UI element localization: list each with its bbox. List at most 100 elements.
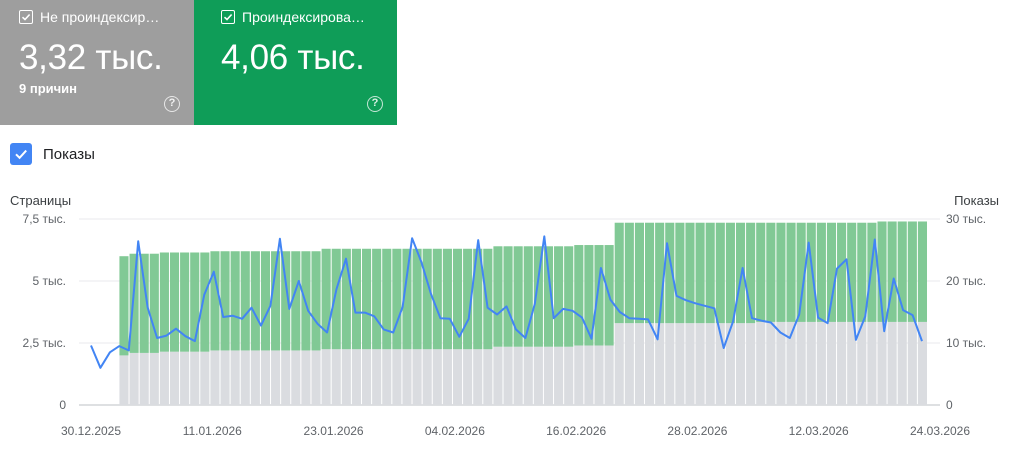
bar-not-indexed[interactable]	[887, 321, 897, 405]
bar-not-indexed[interactable]	[837, 321, 847, 405]
bar-indexed[interactable]	[574, 245, 584, 346]
bar-indexed[interactable]	[220, 251, 230, 351]
bar-indexed[interactable]	[129, 253, 139, 353]
bar-indexed[interactable]	[503, 246, 513, 347]
bar-indexed[interactable]	[624, 222, 634, 324]
bar-indexed[interactable]	[877, 221, 887, 322]
bar-not-indexed[interactable]	[281, 350, 291, 405]
bar-indexed[interactable]	[291, 251, 301, 351]
bar-indexed[interactable]	[543, 246, 554, 347]
bar-indexed[interactable]	[564, 246, 574, 347]
bar-not-indexed[interactable]	[816, 321, 826, 405]
bar-indexed[interactable]	[432, 248, 442, 350]
bar-not-indexed[interactable]	[877, 321, 887, 405]
bar-not-indexed[interactable]	[513, 346, 523, 405]
bar-indexed[interactable]	[159, 252, 169, 352]
bar-indexed[interactable]	[695, 222, 705, 324]
bar-not-indexed[interactable]	[746, 323, 756, 405]
not-indexed-card[interactable]: Не проиндексир… 3,32 тыс. 9 причин ?	[0, 0, 194, 125]
bar-indexed[interactable]	[594, 245, 604, 346]
bar-indexed[interactable]	[867, 222, 877, 322]
bar-indexed[interactable]	[756, 222, 766, 322]
bar-indexed[interactable]	[240, 251, 250, 351]
bar-not-indexed[interactable]	[584, 345, 594, 405]
bar-not-indexed[interactable]	[220, 350, 230, 405]
bar-not-indexed[interactable]	[715, 323, 725, 405]
bar-not-indexed[interactable]	[260, 350, 271, 405]
bar-indexed[interactable]	[766, 222, 776, 322]
bar-indexed[interactable]	[907, 221, 917, 322]
bar-not-indexed[interactable]	[311, 350, 321, 405]
bar-indexed[interactable]	[382, 248, 392, 350]
bar-indexed[interactable]	[816, 222, 826, 322]
bar-indexed[interactable]	[655, 222, 665, 324]
bar-not-indexed[interactable]	[412, 349, 422, 405]
bar-not-indexed[interactable]	[301, 350, 311, 405]
bar-not-indexed[interactable]	[867, 321, 877, 405]
bar-indexed[interactable]	[806, 222, 816, 322]
bar-indexed[interactable]	[271, 251, 281, 351]
bar-not-indexed[interactable]	[341, 349, 351, 405]
bar-not-indexed[interactable]	[119, 355, 129, 405]
checkbox-checked-icon[interactable]	[10, 143, 32, 165]
bar-not-indexed[interactable]	[139, 352, 149, 405]
bar-not-indexed[interactable]	[291, 350, 301, 405]
bar-not-indexed[interactable]	[483, 349, 493, 405]
bar-indexed[interactable]	[796, 222, 806, 322]
bar-not-indexed[interactable]	[786, 321, 796, 405]
bar-not-indexed[interactable]	[533, 346, 543, 405]
help-icon[interactable]: ?	[164, 96, 180, 112]
bar-not-indexed[interactable]	[473, 349, 483, 405]
bar-not-indexed[interactable]	[321, 349, 331, 405]
bar-indexed[interactable]	[675, 222, 685, 324]
bar-not-indexed[interactable]	[907, 321, 917, 405]
bar-indexed[interactable]	[190, 252, 200, 352]
bar-not-indexed[interactable]	[180, 351, 190, 405]
bar-indexed[interactable]	[887, 221, 897, 322]
bar-not-indexed[interactable]	[523, 346, 533, 405]
impressions-toggle[interactable]: Показы	[10, 143, 95, 165]
bar-indexed[interactable]	[422, 248, 432, 350]
bar-indexed[interactable]	[685, 222, 695, 324]
bar-not-indexed[interactable]	[200, 351, 210, 405]
bar-not-indexed[interactable]	[250, 350, 260, 405]
bar-not-indexed[interactable]	[725, 323, 735, 405]
bar-not-indexed[interactable]	[432, 349, 442, 405]
bar-not-indexed[interactable]	[240, 350, 250, 405]
bar-indexed[interactable]	[857, 222, 867, 322]
bar-indexed[interactable]	[847, 222, 857, 322]
bar-indexed[interactable]	[250, 251, 260, 351]
bar-not-indexed[interactable]	[624, 323, 634, 405]
bar-indexed[interactable]	[725, 222, 735, 324]
bar-not-indexed[interactable]	[665, 323, 675, 405]
bar-indexed[interactable]	[169, 252, 180, 352]
bar-not-indexed[interactable]	[351, 349, 361, 405]
bar-not-indexed[interactable]	[382, 349, 392, 405]
bar-indexed[interactable]	[372, 248, 382, 350]
bar-not-indexed[interactable]	[675, 323, 685, 405]
bar-indexed[interactable]	[351, 248, 361, 350]
bar-indexed[interactable]	[786, 222, 796, 322]
bar-indexed[interactable]	[119, 256, 129, 356]
bar-not-indexed[interactable]	[554, 346, 564, 405]
bar-not-indexed[interactable]	[230, 350, 240, 405]
bar-not-indexed[interactable]	[806, 321, 816, 405]
bar-not-indexed[interactable]	[796, 321, 806, 405]
bar-indexed[interactable]	[746, 222, 756, 324]
bar-indexed[interactable]	[331, 248, 341, 350]
not-indexed-reasons[interactable]: 9 причин	[19, 81, 78, 96]
impressions-line[interactable]	[90, 235, 923, 369]
bar-not-indexed[interactable]	[756, 321, 766, 405]
bar-indexed[interactable]	[362, 248, 372, 350]
bar-indexed[interactable]	[139, 253, 149, 353]
bar-not-indexed[interactable]	[604, 345, 614, 405]
bar-not-indexed[interactable]	[897, 321, 907, 405]
bar-not-indexed[interactable]	[503, 346, 513, 405]
bar-indexed[interactable]	[260, 251, 271, 351]
bar-indexed[interactable]	[149, 253, 159, 353]
bar-not-indexed[interactable]	[159, 351, 169, 405]
bar-not-indexed[interactable]	[564, 346, 574, 405]
bar-indexed[interactable]	[634, 222, 644, 324]
bar-not-indexed[interactable]	[685, 323, 695, 405]
bar-indexed[interactable]	[180, 252, 190, 352]
